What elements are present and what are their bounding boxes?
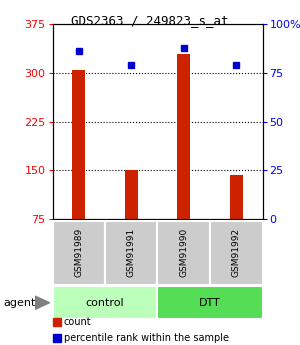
Bar [177,54,190,219]
Text: agent: agent [3,298,35,308]
Bar [72,70,85,219]
Text: GSM91990: GSM91990 [179,228,188,277]
Bar [125,170,138,219]
Text: GSM91992: GSM91992 [232,228,241,277]
Polygon shape [34,296,50,310]
Text: percentile rank within the sample: percentile rank within the sample [64,333,229,343]
Text: GDS2363 / 249823_s_at: GDS2363 / 249823_s_at [71,14,229,28]
Text: DTT: DTT [199,298,221,308]
Bar [230,175,243,219]
Text: GSM91989: GSM91989 [74,228,83,277]
Text: count: count [64,317,92,327]
Text: control: control [86,298,124,308]
Text: GSM91991: GSM91991 [127,228,136,277]
